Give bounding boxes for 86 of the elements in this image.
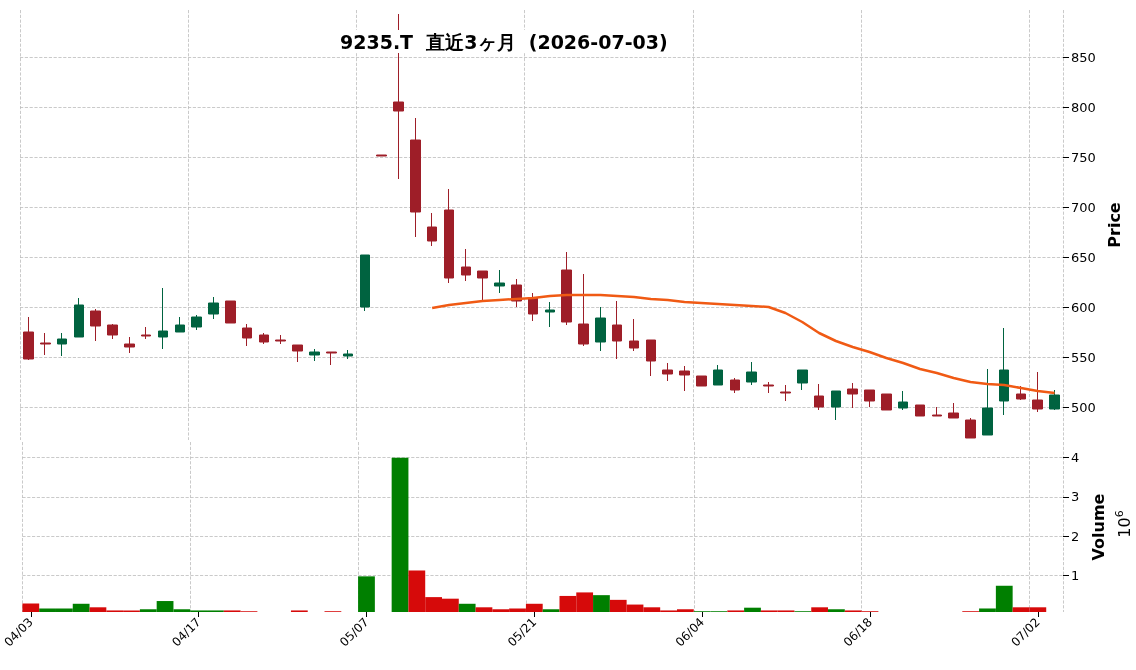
candlestick [376, 154, 387, 157]
candlestick [679, 365, 690, 392]
y-tick-label: 500 [1071, 399, 1096, 415]
candlestick [292, 344, 303, 363]
candlestick [444, 188, 454, 284]
candlestick [275, 334, 286, 345]
candlestick [1049, 389, 1060, 411]
candlestick [864, 389, 875, 408]
candlestick [242, 323, 252, 347]
candlestick [141, 326, 151, 340]
candlestick [343, 349, 353, 360]
y-tick-label: 800 [1071, 99, 1096, 115]
candlestick [124, 336, 135, 354]
bar [744, 607, 761, 612]
y-tick-label: 600 [1071, 299, 1096, 315]
text: 106 [1112, 510, 1134, 538]
candlestick [999, 327, 1009, 416]
candlestick [461, 248, 471, 282]
candlestick [847, 382, 858, 409]
candlestick [696, 375, 707, 387]
candlestick [1032, 371, 1043, 413]
candlestick [561, 251, 572, 326]
candlestick [360, 254, 370, 312]
bar [542, 609, 560, 612]
candlestick [40, 332, 51, 356]
candlestick [965, 417, 976, 439]
candlestick [612, 300, 622, 360]
candlestick [932, 406, 942, 417]
candlestick [410, 117, 421, 238]
candlestick [881, 393, 892, 411]
bar [828, 609, 845, 612]
candlestick [326, 351, 337, 366]
y-tick-label: 850 [1071, 49, 1096, 65]
y-tick-label: 750 [1071, 149, 1096, 165]
y-tick-label: 700 [1071, 199, 1096, 215]
candlestick [746, 361, 757, 386]
candlestick [831, 390, 841, 421]
candlestick [225, 300, 236, 324]
bar [593, 595, 610, 612]
candlestick [57, 332, 67, 357]
bar [458, 603, 476, 612]
candlestick [629, 318, 639, 352]
candlestick [730, 377, 740, 394]
y-tick-label: 4 [1071, 450, 1080, 466]
candlestick [90, 308, 101, 342]
y-tick-label: 650 [1071, 249, 1096, 265]
bar [391, 457, 409, 612]
candlestick [494, 269, 505, 294]
bar [358, 576, 375, 612]
candlestick [427, 212, 437, 247]
candlestick [982, 368, 993, 436]
candlestick [780, 384, 791, 402]
candlestick [763, 381, 774, 394]
y-axis-title: Price [1105, 202, 1125, 248]
candlestick [662, 362, 673, 382]
candlestick [595, 306, 606, 352]
candlestick [814, 383, 824, 411]
candlestick [1016, 385, 1026, 401]
candlestick [208, 296, 219, 320]
candlestick [259, 332, 269, 345]
y-tick-label: 2 [1071, 528, 1080, 544]
candlestick [545, 301, 555, 328]
candlestick [158, 287, 168, 350]
line-series [430, 293, 1056, 395]
y-tick-label: 3 [1071, 489, 1080, 505]
candlestick [797, 369, 808, 391]
candlestick [898, 390, 908, 411]
candlestick [528, 292, 538, 322]
text: 9235.T 直近3ヶ月 (2026-07-03) [340, 30, 668, 53]
y-axis-title: Volume [1088, 493, 1108, 561]
candlestick [915, 404, 925, 417]
candlestick [948, 402, 959, 419]
y-tick-label: 1 [1071, 567, 1080, 583]
candlestick [713, 364, 723, 386]
candlestick [23, 316, 34, 361]
candlestick [175, 316, 185, 333]
candlestick [107, 323, 118, 340]
bar [22, 603, 40, 612]
candlestick [477, 270, 488, 302]
candlestick [74, 297, 84, 338]
y-tick-label: 550 [1071, 349, 1096, 365]
candlestick [191, 314, 202, 331]
bar [811, 607, 829, 612]
candlestick [646, 339, 656, 377]
candlestick [578, 273, 589, 347]
candlestick [309, 348, 320, 362]
